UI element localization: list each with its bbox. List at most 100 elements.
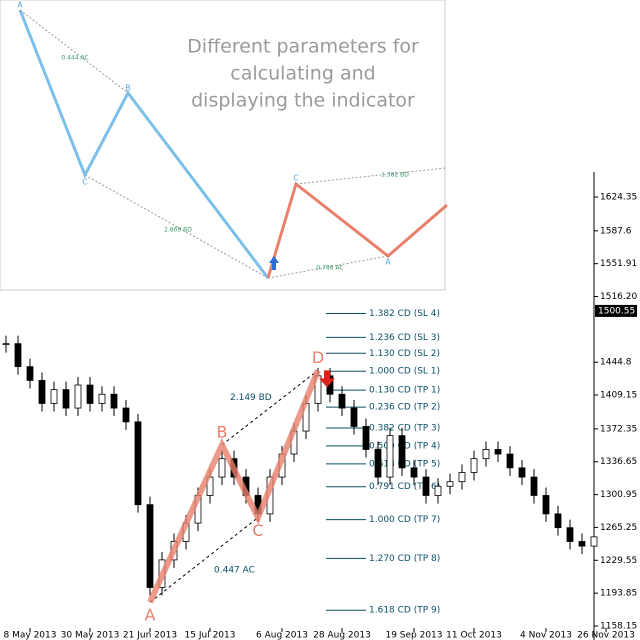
- sell-arrow: [319, 370, 335, 388]
- y-tick-label: 1444.8: [600, 358, 632, 368]
- ratio-label: 2.149 BD: [230, 393, 272, 403]
- candle-body: [398, 435, 406, 469]
- candle-body: [530, 476, 538, 496]
- x-tick-label: 21 Jun 2013: [123, 631, 177, 640]
- inset-chart: Different parameters for calculating and d…: [0, 0, 448, 291]
- candle-body: [2, 343, 10, 346]
- candle-body: [542, 495, 550, 515]
- y-tick-label: 1265.25: [600, 523, 637, 533]
- candle-body: [446, 481, 454, 487]
- candle-body: [434, 485, 442, 496]
- candle-body: [350, 407, 358, 427]
- x-tick-label: 28 Aug 2013: [313, 631, 371, 640]
- current-price-box: [595, 304, 637, 317]
- caption: displaying the indicator: [191, 90, 415, 112]
- candle-body: [110, 393, 118, 409]
- inset-point-label: B: [125, 84, 131, 93]
- candle-body: [134, 421, 142, 506]
- candle-body: [566, 527, 574, 542]
- inset-point-label: A: [17, 1, 23, 10]
- candle-body: [98, 393, 106, 404]
- candle-body: [146, 504, 154, 588]
- level-label: 1.000 CD (TP 7): [369, 515, 440, 525]
- level-label: 0.236 CD (TP 2): [369, 403, 440, 413]
- ratio-line: [221, 369, 319, 446]
- inset-dashed: [295, 167, 446, 185]
- ratio-label: 0.447 AC: [214, 565, 255, 575]
- candle-body: [14, 343, 22, 368]
- y-tick-label: 1229.55: [600, 556, 637, 566]
- caption: calculating and: [230, 63, 375, 85]
- y-tick-label: 1409.15: [600, 391, 637, 401]
- candle-body: [74, 384, 82, 409]
- y-tick-label: 1516.20: [600, 292, 637, 302]
- candle-body: [590, 536, 598, 547]
- inset-dashed: [84, 174, 269, 279]
- x-tick-label: 11 Oct 2013: [446, 631, 502, 640]
- candle-body: [362, 426, 370, 450]
- candle-body: [386, 435, 394, 478]
- x-tick-label: 30 May 2013: [61, 631, 120, 640]
- level-label: 1.000 CD (SL 1): [369, 367, 440, 377]
- y-tick-label: 1587.6: [600, 226, 632, 236]
- inset-point-label: A: [385, 258, 391, 267]
- y-tick-label: 1336.65: [600, 457, 637, 467]
- level-label: 0.791 CD (TP 6): [369, 482, 440, 492]
- pattern-point-label: B: [217, 422, 228, 441]
- y-tick-label: 1158.15: [600, 622, 637, 632]
- candle-body: [422, 476, 430, 496]
- y-tick-label: 1624.35: [600, 193, 637, 203]
- pattern-point-label: C: [252, 521, 263, 540]
- inset-ratio-label: 1.382 BD: [381, 172, 409, 179]
- candle-body: [122, 407, 130, 423]
- inset-dashed: [19, 9, 129, 94]
- candle-body: [50, 389, 58, 404]
- x-tick-label: 26 Nov 2013: [577, 631, 635, 640]
- candle-body: [482, 449, 490, 460]
- candle-body: [506, 453, 514, 469]
- x-tick-label: 4 Nov 2013: [520, 631, 572, 640]
- level-label: 0.382 CD (TP 3): [369, 424, 440, 434]
- pattern-point-label: A: [145, 606, 156, 625]
- level-label: 1.130 CD (SL 2): [369, 349, 440, 359]
- inset-ratio-label: 2.869 BD: [164, 227, 192, 234]
- candle-body: [470, 458, 478, 473]
- x-tick-label: 8 May 2013: [4, 631, 57, 640]
- candle-body: [218, 458, 226, 478]
- buy-arrow: [269, 256, 279, 270]
- candle-body: [494, 449, 502, 455]
- candle-body: [458, 472, 466, 483]
- inset-dashed: [267, 255, 389, 279]
- level-label: 1.618 CD (TP 9): [369, 606, 440, 616]
- level-label: 1.382 CD (SL 4): [369, 309, 440, 319]
- candle-body: [62, 389, 70, 409]
- current-price-label: 1500.55: [598, 306, 635, 316]
- caption: Different parameters for: [187, 36, 419, 58]
- candle-body: [374, 449, 382, 478]
- candle-body: [554, 513, 562, 529]
- y-tick-label: 1551.91: [600, 259, 637, 269]
- y-tick-label: 1193.85: [600, 589, 637, 599]
- pattern-point-label: D: [312, 348, 324, 367]
- level-label: 0.130 CD (TP 1): [369, 386, 440, 396]
- candle-body: [518, 467, 526, 478]
- inset-pattern-red: [266, 181, 448, 279]
- x-tick-label: 6 Aug 2013: [256, 631, 308, 640]
- inset-point-label: C: [293, 174, 299, 183]
- candle-body: [38, 380, 46, 404]
- inset-ratio-label: 0.444 AC: [61, 55, 88, 62]
- level-label: 1.236 CD (SL 3): [369, 333, 440, 343]
- y-tick-label: 1372.35: [600, 424, 637, 434]
- candle-body: [410, 467, 418, 478]
- candle-body: [26, 366, 34, 381]
- candle-body: [578, 541, 586, 547]
- level-label: 1.270 CD (TP 8): [369, 554, 440, 564]
- x-tick-label: 15 Jul 2013: [185, 631, 236, 640]
- main-chart: 1624.35 1587.6 1551.91 1516.20 1444.8 1409.15…: [2, 193, 637, 640]
- x-tick-label: 19 Sep 2013: [385, 631, 442, 640]
- candle-body: [86, 384, 94, 404]
- ratio-line: [149, 517, 259, 603]
- inset-pattern-blue: [18, 9, 270, 279]
- inset-point-label: C: [82, 178, 88, 187]
